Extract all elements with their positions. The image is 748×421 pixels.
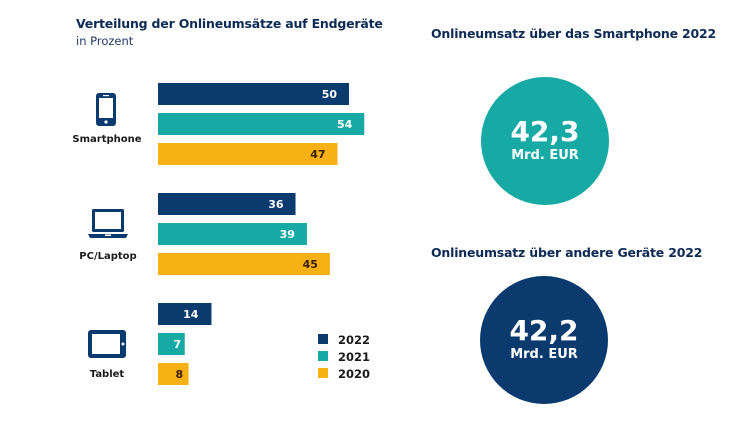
bar-2020-tablet (158, 363, 189, 385)
kpi-other-devices-unit: Mrd. EUR (510, 347, 578, 362)
laptop-icon (88, 209, 128, 238)
bar-2022-pclaptop (158, 193, 296, 215)
bar-value-label: 36 (268, 198, 284, 211)
legend-swatch-2020 (318, 368, 328, 378)
chart-title: Verteilung der Onlineumsätze auf Endgerä… (76, 16, 383, 31)
category-label: PC/Laptop (79, 251, 136, 262)
bar-2022-tablet (158, 303, 212, 325)
bar-chart: Smartphone PC/Laptop Tablet 50 54 47 36 39 45 14… (72, 83, 370, 385)
legend-swatch-2021 (318, 351, 328, 361)
kpi-other-devices-title: Onlineumsatz über andere Geräte 2022 (431, 245, 703, 260)
category-label: Smartphone (72, 134, 141, 145)
legend-swatch-2022 (318, 334, 328, 344)
bar-value-label: 8 (175, 368, 183, 381)
bar-2021-pclaptop (158, 223, 307, 245)
bar-value-label: 54 (337, 118, 353, 131)
bar-value-label: 45 (303, 258, 318, 271)
bar-2021-tablet (158, 333, 185, 355)
legend-label-2020: 2020 (338, 367, 370, 381)
legend-label-2022: 2022 (338, 333, 370, 347)
bar-value-label: 39 (280, 228, 295, 241)
smartphone-icon (96, 93, 116, 126)
bar-2020-pclaptop (158, 253, 330, 275)
category-icons (88, 93, 128, 358)
bar-2021-smartphone (158, 113, 365, 135)
bar-value-label: 50 (322, 88, 338, 101)
bar-value-label: 14 (183, 308, 199, 321)
bar-2022-smartphone (158, 83, 349, 105)
kpi-other-devices-value: 42,2 (509, 314, 579, 347)
legend-label-2021: 2021 (338, 350, 370, 364)
kpi-other-devices-circle: 42,2 Mrd. EUR (480, 276, 608, 404)
tablet-icon (88, 330, 126, 358)
kpi-smartphone-title: Onlineumsatz über das Smartphone 2022 (431, 26, 717, 41)
category-label: Tablet (90, 369, 125, 380)
bar-value-label: 7 (174, 338, 182, 351)
bar-2020-smartphone (158, 143, 338, 165)
kpi-smartphone-unit: Mrd. EUR (511, 148, 579, 163)
kpi-smartphone-circle: 42,3 Mrd. EUR (481, 77, 609, 205)
bar-value-label: 47 (310, 148, 325, 161)
chart-subtitle: in Prozent (76, 34, 134, 48)
kpi-smartphone-value: 42,3 (510, 115, 580, 148)
